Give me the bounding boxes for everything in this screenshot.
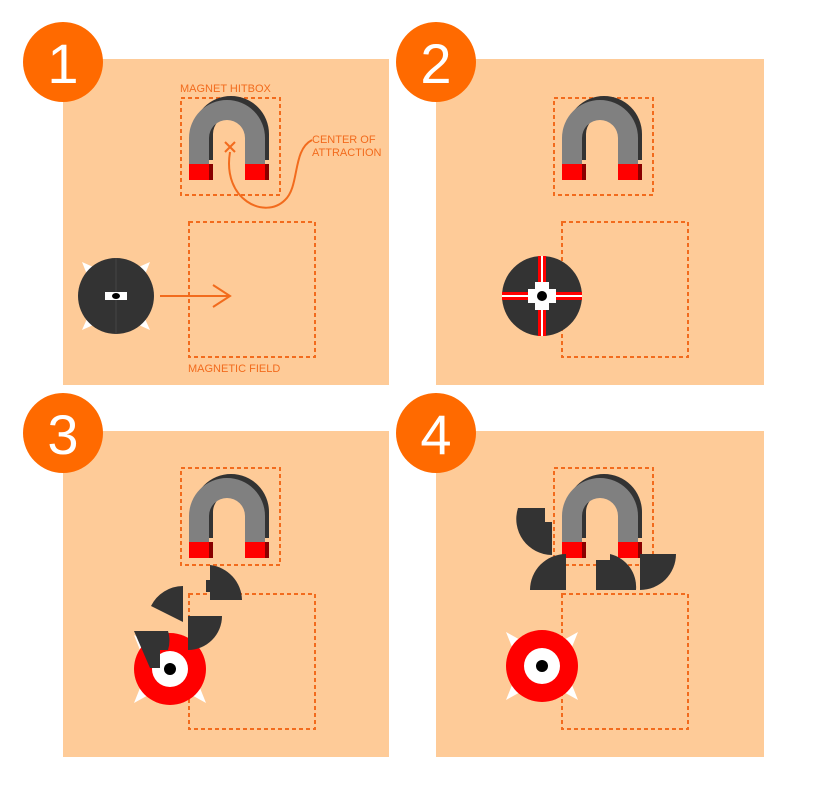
magnet-hitbox-box	[180, 467, 281, 566]
center-of-attraction-label-1: CENTER OF	[312, 134, 376, 146]
panel-3: 3	[23, 393, 389, 757]
step-number-1: 1	[47, 32, 78, 95]
spiked-mine-icon	[502, 256, 582, 336]
step-number-3: 3	[47, 403, 78, 466]
panel-1: MAGNET HITBOX CENTER OF ATTRACTION MAGNE…	[23, 22, 389, 385]
center-of-attraction-label-2: ATTRACTION	[312, 147, 382, 159]
magnetic-field-box	[188, 593, 316, 730]
step-badge-3	[23, 393, 103, 473]
center-leader-line	[228, 139, 313, 209]
magnet-hitbox-label: MAGNET HITBOX	[180, 83, 272, 95]
armor-fragments	[516, 508, 676, 590]
spiked-mine-core-icon	[506, 630, 578, 702]
magnetic-field-label: MAGNETIC FIELD	[188, 363, 280, 375]
armor-fragments	[134, 565, 242, 668]
step-number-2: 2	[420, 32, 451, 95]
arrow-right-icon	[160, 284, 232, 308]
magnetic-field-box	[188, 221, 316, 358]
magnetic-field-box	[561, 221, 689, 358]
panel-4: 4	[396, 393, 764, 757]
spiked-mine-icon	[78, 258, 154, 334]
step-badge-4	[396, 393, 476, 473]
step-badge-1	[23, 22, 103, 102]
step-badge-2	[396, 22, 476, 102]
center-x-icon	[224, 141, 236, 153]
magnetic-field-box	[561, 593, 689, 730]
step-number-4: 4	[420, 403, 451, 466]
panel-2: 2	[396, 22, 764, 385]
